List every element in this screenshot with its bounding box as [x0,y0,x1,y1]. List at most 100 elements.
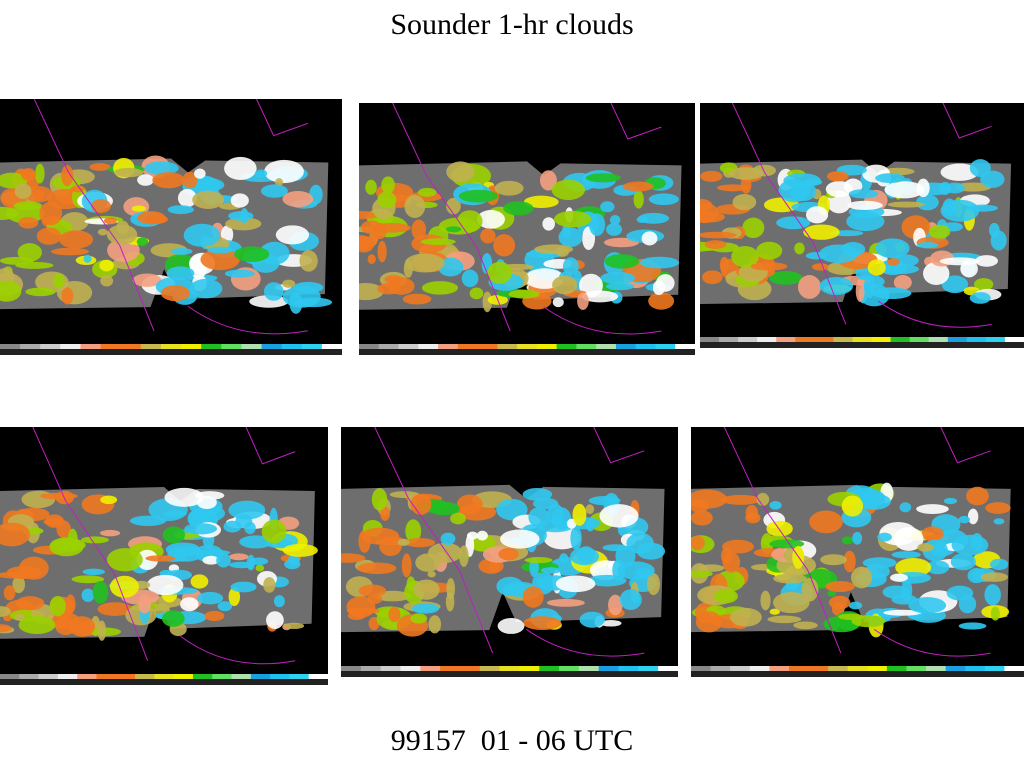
cloud-patch [18,216,39,229]
color-bar-segment [749,666,770,671]
cloud-patch [266,611,284,629]
cloud-patch [908,597,947,614]
cloud-patch [980,572,1009,582]
cloud-patch [446,577,456,600]
cloud-patch [946,585,974,601]
color-bar-segment [499,666,520,671]
cloud-patch [282,543,318,557]
cloud-patch [52,273,65,289]
cloud-patch [883,609,922,616]
cloud-patch [380,506,390,521]
cloud-patch [551,179,585,200]
cloud-patch [809,510,843,534]
color-bar-segment [380,666,401,671]
cloud-patch [116,220,130,235]
cloud-patch [867,259,886,276]
coastline [731,103,992,328]
cloud-patch [570,547,600,566]
cloud-patch [714,589,738,604]
cloud-patch [12,575,26,594]
cloud-patch [985,502,1011,514]
color-bar-segment [871,337,892,342]
color-bar-segment [398,344,419,349]
cloud-patch [388,606,401,623]
cloud-patch [183,223,221,247]
cloud-patch [847,200,883,211]
cloud-patch [552,275,578,295]
cloud-patch [273,595,285,608]
cloud-patch [890,573,908,582]
cloud-patch [488,562,500,573]
color-bar-segment [909,337,930,342]
cloud-patch [367,254,376,265]
color-bar-segment [1004,337,1024,342]
cloud-patch [825,180,853,198]
cloud-patch [410,493,432,515]
cloud-patch [45,514,64,528]
cloud-patch [921,526,944,542]
color-bar-segment [420,666,441,671]
cloud-patch [756,492,770,506]
color-bar-segment [231,674,252,679]
cloud-patch [700,231,737,239]
cloud-patch [420,238,456,246]
cloud-patch [427,571,436,578]
cloud-patch [0,571,36,579]
color-bar-segment [241,344,263,349]
color-bar-segment [212,674,233,679]
cloud-patch [99,259,114,272]
cloud-patch [204,610,225,621]
cloud-patch [263,577,276,593]
cloud-patch [230,193,249,208]
cloud-patch [49,537,84,557]
cloud-patch [848,189,879,199]
cloud-patch [234,246,270,263]
cloud-patch [572,503,587,526]
cloud-patch [773,591,810,614]
cloud-patch [282,190,314,208]
cloud-patch [230,581,257,593]
cloud-patch [540,567,562,574]
cloud-patch [967,508,979,525]
cloud-patch [144,161,179,176]
cloud-patch [989,558,1009,571]
cloud-patch [421,281,459,295]
color-bar-segment [270,674,290,679]
cloud-patch [397,538,410,546]
cloud-patch [974,278,994,291]
cloud-patch [562,257,579,276]
color-bar-segment [440,666,461,671]
cloud-patch [189,278,223,299]
color-bar-segment [77,674,97,679]
color-bar-segment [710,666,731,671]
color-bar-segment [378,344,400,349]
cloud-patch [805,252,827,260]
color-bar-segment [738,337,758,342]
cloud-patch [884,181,925,199]
color-bar-segment [160,344,182,349]
cloud-patch [585,504,595,515]
cloud-patch [841,536,854,545]
color-bar-segment [615,344,637,349]
cloud-patch [292,281,324,294]
cloud-patch [69,616,96,637]
cloud-patch [915,194,939,211]
cloud-patch [700,170,723,182]
cloud-patch [381,176,395,194]
color-bar-segment [596,344,617,349]
cloud-patch [166,266,195,280]
coastline [374,427,645,657]
color-bar-segment [261,344,283,349]
cloud-patch [25,287,56,297]
cloud-patch [588,213,606,237]
cloud-patch [438,217,479,235]
color-bar-segment [906,666,927,671]
cloud-patch [0,606,11,617]
cloud-patch [577,292,589,310]
cloud-patch [410,613,428,624]
cloud-patch [184,523,218,535]
color-bar-segment [201,344,222,349]
cloud-patch [50,247,89,256]
cloud-patch [35,163,45,184]
color-bar-segment [691,666,712,671]
